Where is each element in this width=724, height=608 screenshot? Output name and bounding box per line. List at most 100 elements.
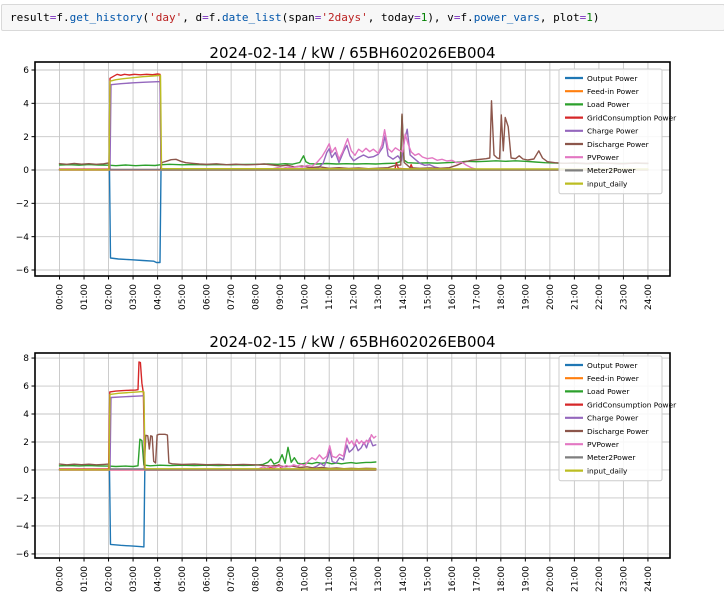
legend-label: Charge Power [587, 127, 639, 136]
x-tick-label: 10:00 [301, 566, 311, 592]
x-tick-label: 08:00 [252, 284, 262, 310]
legend-label: GridConsumption Power [587, 113, 677, 122]
x-tick-label: 20:00 [546, 284, 556, 310]
x-tick-label: 02:00 [105, 566, 115, 592]
x-tick-label: 21:00 [570, 566, 580, 592]
chart-title: 2024-02-14 / kW / 65BH602026EB004 [209, 44, 495, 62]
x-tick-label: 19:00 [521, 284, 531, 310]
legend-label: Load Power [587, 387, 630, 396]
code-token-name: date_list [221, 11, 282, 24]
y-tick-label: 4 [23, 100, 29, 110]
code-cell[interactable]: result=f.get_history('day', d=f.date_lis… [1, 4, 724, 31]
code-token-str: 'day' [149, 11, 183, 24]
x-tick-label: 23:00 [619, 566, 629, 592]
code-token-plain: (span [281, 11, 315, 24]
legend-label: PVPower [587, 153, 620, 162]
code-token-plain: ) [592, 11, 600, 24]
legend-label: PVPower [587, 440, 620, 449]
x-tick-label: 07:00 [227, 566, 237, 592]
x-tick-label: 22:00 [595, 566, 605, 592]
legend-label: input_daily [587, 179, 628, 188]
legend-label: Charge Power [587, 414, 639, 423]
x-tick-label: 15:00 [423, 566, 433, 592]
y-tick-label: 0 [23, 466, 29, 476]
code-token-num: 1 [586, 11, 593, 24]
x-axis: 00:00 01:00 02:00 03:00 04:00 05:00 06:00 07:00… [56, 558, 654, 592]
x-tick-label: 18:00 [497, 284, 507, 310]
legend-label: input_daily [587, 466, 628, 475]
y-tick-label: 6 [23, 382, 29, 392]
x-tick-label: 01:00 [80, 284, 90, 310]
y-tick-label: 8 [23, 354, 29, 364]
legend-label: Feed-in Power [587, 87, 640, 96]
code-token-plain: f. [460, 11, 474, 24]
y-tick-label: −4 [16, 233, 30, 243]
code-token-op: = [453, 11, 461, 24]
x-tick-label: 18:00 [497, 566, 507, 592]
code-token-op: = [314, 11, 322, 24]
code-token-name: get_history [69, 11, 143, 24]
y-tick-label: −2 [16, 494, 29, 504]
series-line-load-power [58, 115, 649, 167]
code-token-plain: , today [367, 11, 415, 24]
x-tick-label: 05:00 [178, 284, 188, 310]
x-tick-label: 08:00 [252, 566, 262, 592]
x-tick-label: 04:00 [154, 566, 164, 592]
series-line-output-power [58, 469, 377, 548]
plot-frame [34, 352, 671, 559]
x-tick-label: 12:00 [350, 566, 360, 592]
x-tick-label: 05:00 [178, 566, 188, 592]
chart-legend: Output Power Feed-in Power Load Power GridC… [558, 68, 677, 195]
y-tick-label: −4 [16, 522, 30, 532]
y-tick-label: 2 [23, 438, 29, 448]
series-line-pvpower [58, 433, 377, 471]
x-tick-label: 09:00 [276, 566, 286, 592]
x-axis: 00:00 01:00 02:00 03:00 04:00 05:00 06:00 07:00… [56, 276, 654, 310]
code-token-plain: ), v [427, 11, 454, 24]
chart-legend: Output Power Feed-in Power Load Power GridC… [558, 355, 677, 482]
x-tick-label: 06:00 [203, 284, 213, 310]
legend-label: Discharge Power [587, 140, 650, 149]
legend-label: Discharge Power [587, 427, 650, 436]
plot-frame [34, 61, 671, 277]
legend-label: Load Power [587, 100, 630, 109]
legend-label: Meter2Power [587, 453, 636, 462]
x-tick-label: 15:00 [423, 284, 433, 310]
x-tick-label: 04:00 [154, 284, 164, 310]
y-tick-label: −6 [16, 550, 30, 560]
x-tick-label: 20:00 [546, 566, 556, 592]
legend-label: Output Power [587, 74, 638, 83]
code-token-plain: result [10, 11, 50, 24]
legend-label: Feed-in Power [587, 374, 640, 383]
figure-2024-02-14: 2024-02-14 / kW / 65BH602026EB004 00:00 01… [0, 42, 724, 320]
y-tick-label: 0 [23, 166, 29, 176]
x-tick-label: 00:00 [56, 566, 66, 592]
x-tick-label: 07:00 [227, 284, 237, 310]
x-tick-label: 13:00 [374, 566, 384, 592]
code-token-op: = [414, 11, 421, 24]
figure-2024-02-15: 2024-02-15 / kW / 65BH602026EB004 00:00 01… [0, 330, 724, 608]
code-token-plain: f. [208, 11, 222, 24]
x-tick-label: 14:00 [399, 284, 409, 310]
x-tick-label: 06:00 [203, 566, 213, 592]
x-tick-label: 02:00 [105, 284, 115, 310]
legend-label: GridConsumption Power [587, 400, 677, 409]
series-line-discharge-power [58, 100, 649, 171]
x-tick-label: 24:00 [644, 566, 654, 592]
x-tick-label: 14:00 [399, 566, 409, 592]
x-tick-label: 21:00 [570, 284, 580, 310]
code-token-plain: f. [56, 11, 70, 24]
series-line-charge-power [58, 395, 377, 471]
x-tick-label: 10:00 [301, 284, 311, 310]
x-tick-label: 16:00 [448, 284, 458, 310]
code-token-op: = [202, 11, 209, 24]
x-tick-label: 03:00 [129, 284, 139, 310]
x-tick-label: 00:00 [56, 284, 66, 310]
legend-label: Meter2Power [587, 166, 636, 175]
x-tick-label: 19:00 [521, 566, 531, 592]
code-token-op: = [49, 11, 57, 24]
x-tick-label: 23:00 [619, 284, 629, 310]
